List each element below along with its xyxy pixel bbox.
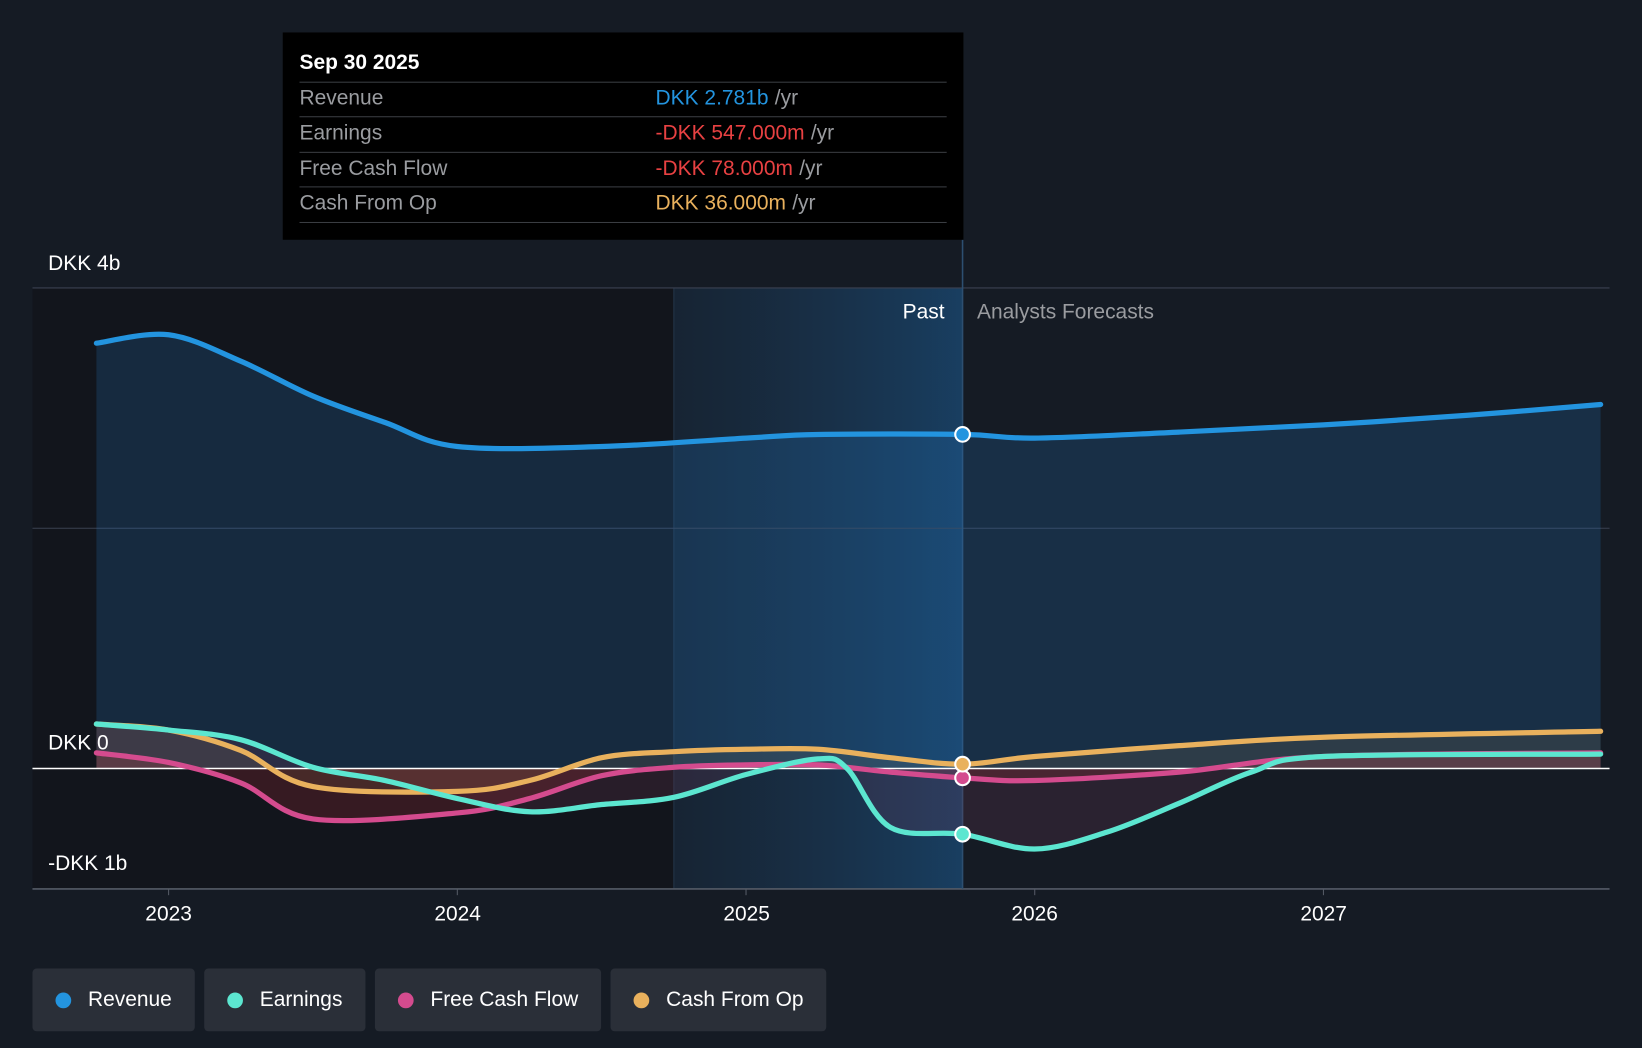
tooltip-value: -DKK 547.000m: [655, 121, 805, 145]
y-tick-label: DKK 4b: [48, 252, 121, 276]
tooltip-date: Sep 30 2025: [299, 51, 420, 75]
earnings-dot-icon: [227, 992, 244, 1008]
forecast-label: Analysts Forecasts: [977, 300, 1154, 324]
tooltip-value-wrap: -DKK 78.000m/yr: [656, 153, 823, 184]
recent-highlight-region: [673, 287, 963, 889]
tooltip-unit: /yr: [792, 191, 816, 215]
y-tick-label: DKK 0: [48, 731, 109, 755]
x-tick-label: 2027: [1300, 902, 1347, 926]
legend-item-free-cash-flow[interactable]: Free Cash Flow: [374, 968, 602, 1032]
tooltip-value-wrap: -DKK 547.000m/yr: [656, 117, 835, 148]
tooltip-value-wrap: DKK 2.781b/yr: [656, 83, 799, 114]
revenue-dot-icon: [55, 992, 72, 1008]
tooltip-label: Free Cash Flow: [299, 157, 448, 181]
marker-cash-from-op: [954, 755, 971, 773]
tooltip-row-cfo: Cash From Op DKK 36.000m/yr: [299, 186, 947, 222]
tooltip-value: -DKK 78.000m: [655, 157, 793, 181]
tooltip-value: DKK 36.000m: [655, 191, 786, 215]
tooltip-row-revenue: Revenue DKK 2.781b/yr: [299, 81, 947, 118]
tooltip: Sep 30 2025 Revenue DKK 2.781b/yr Earnin…: [282, 32, 964, 240]
line-free-cash-flow: [93, 750, 1604, 824]
legend-item-earnings[interactable]: Earnings: [204, 968, 366, 1032]
y-tick-label: -DKK 1b: [48, 852, 128, 876]
legend-item-cash-from-op[interactable]: Cash From Op: [610, 968, 827, 1032]
tooltip-unit: /yr: [799, 157, 823, 181]
marker-revenue: [954, 426, 971, 443]
area-cash-from-op: [96, 724, 1601, 793]
tooltip-divider: [299, 221, 947, 224]
past-label: Past: [902, 300, 945, 324]
cfo-dot-icon: [633, 992, 650, 1008]
marker-earnings: [954, 825, 971, 843]
legend-label: Earnings: [259, 987, 343, 1011]
legend: Revenue Earnings Free Cash Flow Cash Fro…: [32, 968, 827, 1032]
tooltip-row-earnings: Earnings -DKK 547.000m/yr: [299, 116, 947, 152]
tooltip-unit: /yr: [810, 121, 835, 145]
tooltip-unit: /yr: [774, 86, 799, 110]
tooltip-value-wrap: DKK 36.000m/yr: [656, 187, 816, 218]
tooltip-value: DKK 2.781b: [655, 86, 769, 110]
fcf-dot-icon: [397, 992, 414, 1008]
tooltip-label: Cash From Op: [299, 191, 437, 215]
tooltip-row-fcf: Free Cash Flow -DKK 78.000m/yr: [299, 151, 947, 188]
x-tick-label: 2025: [723, 902, 770, 926]
line-earnings: [93, 721, 1604, 852]
line-cash-from-op: [93, 721, 1604, 795]
x-tick-label: 2023: [145, 902, 192, 926]
line-revenue: [93, 331, 1604, 452]
tooltip-label: Earnings: [299, 121, 383, 145]
area-revenue: [96, 334, 1601, 769]
marker-free-cash-flow: [954, 769, 971, 787]
legend-label: Revenue: [87, 987, 172, 1011]
tooltip-label: Revenue: [299, 86, 384, 110]
legend-label: Free Cash Flow: [430, 987, 579, 1011]
legend-label: Cash From Op: [666, 987, 804, 1011]
x-tick-label: 2024: [434, 902, 481, 926]
x-tick-label: 2026: [1011, 902, 1058, 926]
legend-item-revenue[interactable]: Revenue: [32, 968, 195, 1032]
